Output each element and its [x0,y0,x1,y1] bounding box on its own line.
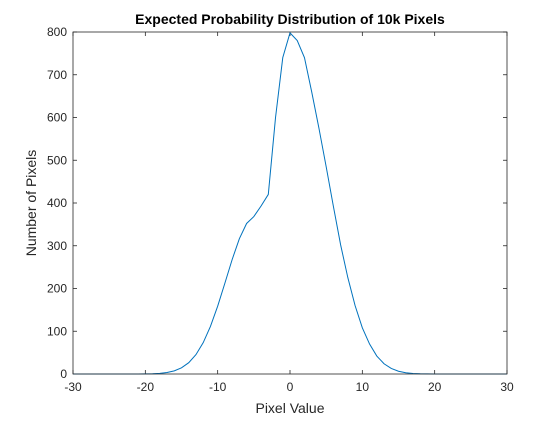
y-tick-label: 400 [47,196,67,210]
plot-border [72,31,508,375]
y-axis-label: Number of Pixels [23,150,39,257]
y-tick-label: 700 [47,68,67,82]
x-tick-label: -10 [209,380,227,394]
y-tick-label: 600 [47,111,67,125]
x-tick-label: -30 [64,380,82,394]
chart-title: Expected Probability Distribution of 10k… [135,11,445,27]
x-tick-label: 0 [287,380,294,394]
x-tick-label: 10 [356,380,370,394]
y-tick-label: 0 [60,367,67,381]
y-tick-label: 500 [47,153,67,167]
y-tick-label: 800 [47,25,67,39]
x-tick-label: -20 [137,380,155,394]
x-axis-label: Pixel Value [255,400,324,416]
axis-ticks: -30 -20 -10 0 10 20 30010020030040050060070080… [47,25,514,394]
y-tick-label: 200 [47,282,67,296]
x-tick-label: 30 [500,380,514,394]
x-tick-label: 20 [428,380,442,394]
plot-area [73,32,507,374]
y-tick-label: 300 [47,239,67,253]
y-tick-label: 100 [47,324,67,338]
